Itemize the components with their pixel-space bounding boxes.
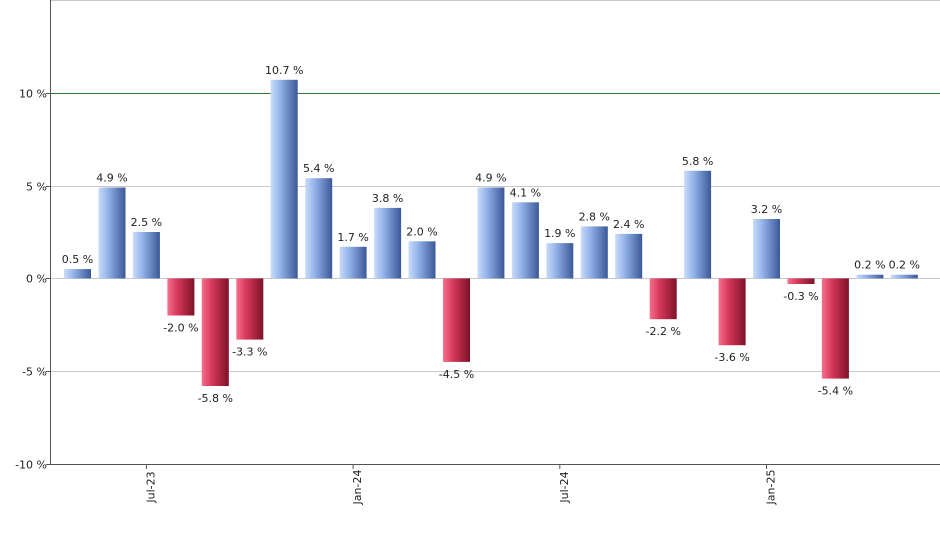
bar xyxy=(856,274,884,279)
bar xyxy=(305,178,333,279)
bar xyxy=(374,207,402,279)
x-tick-label: Jan-25 xyxy=(765,470,778,506)
bar xyxy=(821,278,849,379)
bar-value-label: 0.5 % xyxy=(62,253,93,266)
bar-value-label: 2.4 % xyxy=(613,218,644,231)
bar xyxy=(580,226,608,279)
x-tick-label: Jul-23 xyxy=(144,471,157,503)
bar xyxy=(787,278,815,284)
x-tick-label: Jan-24 xyxy=(351,470,364,506)
bar-value-label: 1.7 % xyxy=(337,231,368,244)
bars xyxy=(64,79,918,386)
bar xyxy=(64,269,91,279)
bar-value-label: 5.8 % xyxy=(682,155,713,168)
y-tick-label: 10 % xyxy=(19,88,47,101)
bar-value-label: 2.5 % xyxy=(131,216,162,229)
bar-value-label: 1.9 % xyxy=(544,227,575,240)
x-tick-label: Jul-24 xyxy=(558,471,571,503)
bar xyxy=(511,202,539,279)
bar-value-label: 2.0 % xyxy=(406,225,437,238)
bar xyxy=(890,274,918,279)
bar-value-label: -5.4 % xyxy=(818,385,853,398)
bar xyxy=(718,278,746,346)
bar-value-label: -3.6 % xyxy=(714,351,749,364)
bar xyxy=(98,187,126,279)
bar-value-label: -0.3 % xyxy=(783,290,818,303)
bar-value-label: 3.2 % xyxy=(751,203,782,216)
bar xyxy=(167,278,195,316)
bar-value-label: 0.2 % xyxy=(889,259,920,272)
bar xyxy=(546,243,574,279)
bar-value-label: -2.2 % xyxy=(645,325,680,338)
bar-value-label: -3.3 % xyxy=(232,346,267,359)
axes: 10 % 5 % 0 % -5 % -10 % Jul-23 Jan-24 Jul-24 Jan… xyxy=(15,0,940,505)
bar xyxy=(753,219,780,279)
y-tick-label: -5 % xyxy=(22,366,47,379)
bar-value-label: 4.9 % xyxy=(475,172,506,185)
bar xyxy=(649,278,677,320)
data-labels: 0.5 % 4.9 % 2.5 % -2.0 % -5.8 % -3.3 % 10.7 % 5… xyxy=(62,64,920,405)
bar-value-label: 4.9 % xyxy=(96,172,127,185)
y-tick-label: 5 % xyxy=(26,181,47,194)
bar-value-label: 2.8 % xyxy=(579,210,610,223)
bar xyxy=(132,232,160,279)
y-tick-label: -10 % xyxy=(15,459,47,472)
bar xyxy=(684,170,712,279)
bar-value-label: -2.0 % xyxy=(163,322,198,335)
bar xyxy=(615,233,643,279)
bar-value-label: -4.5 % xyxy=(439,368,474,381)
bar-value-label: 0.2 % xyxy=(854,259,885,272)
y-tick-label: 0 % xyxy=(26,273,47,286)
bar-value-label: 10.7 % xyxy=(265,64,303,77)
bar xyxy=(236,278,264,340)
bar-value-label: 3.8 % xyxy=(372,192,403,205)
bar-value-label: 4.1 % xyxy=(510,186,541,199)
bar-value-label: -5.8 % xyxy=(198,392,233,405)
bar xyxy=(408,241,436,279)
bar xyxy=(339,246,367,279)
bar xyxy=(443,278,470,362)
bar xyxy=(201,278,229,386)
bar-value-label: 5.4 % xyxy=(303,162,334,175)
bar xyxy=(270,79,298,279)
bar xyxy=(477,187,505,279)
